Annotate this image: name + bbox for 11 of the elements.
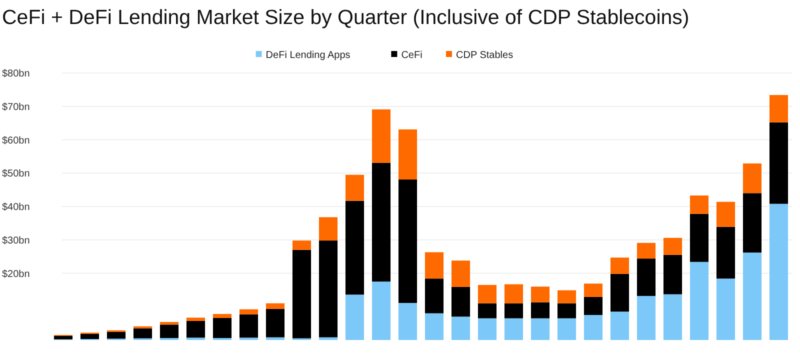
legend-label: DeFi Lending Apps (266, 50, 350, 61)
y-tick-label: $60bn (2, 135, 30, 146)
y-tick-label: $30bn (2, 235, 30, 246)
legend-label: CeFi (401, 50, 422, 61)
y-tick-label: $50bn (2, 168, 30, 180)
y-tick-label: $20bn (2, 268, 30, 280)
y-tick-label: $80bn (2, 68, 30, 80)
y-tick-label: $40bn (2, 202, 30, 213)
y-tick-label: $70bn (2, 102, 30, 113)
chart-title: CeFi + DeFi Lending Market Size by Quarter (Inclusive of CDP Stablecoins) (2, 6, 690, 29)
legend-label: CDP Stables (456, 50, 514, 61)
